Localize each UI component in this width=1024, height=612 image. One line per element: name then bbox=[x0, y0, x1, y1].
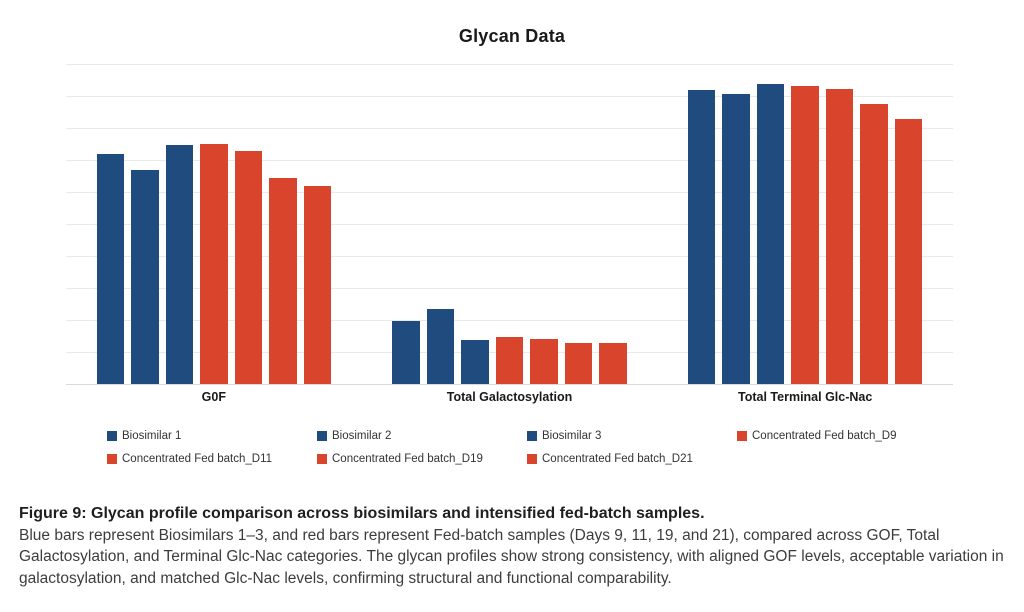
bar bbox=[269, 178, 297, 384]
bar-group bbox=[66, 64, 362, 384]
bar-group bbox=[657, 64, 953, 384]
bar bbox=[687, 90, 716, 384]
figure-caption: Figure 9: Glycan profile comparison acro… bbox=[19, 503, 1023, 589]
bar bbox=[860, 103, 888, 384]
legend-item: Concentrated Fed batch_D9 bbox=[737, 428, 967, 444]
bar bbox=[599, 343, 627, 384]
legend-swatch-icon bbox=[107, 454, 117, 464]
legend-label: Concentrated Fed batch_D9 bbox=[752, 430, 897, 442]
legend-item: Biosimilar 3 bbox=[527, 428, 737, 444]
bar bbox=[96, 154, 125, 384]
legend-swatch-icon bbox=[107, 431, 117, 441]
chart-legend: Biosimilar 1 Biosimilar 2 Biosimilar 3 Conc… bbox=[107, 428, 967, 467]
bar bbox=[303, 185, 332, 384]
legend-swatch-icon bbox=[317, 454, 327, 464]
plot-area bbox=[66, 64, 953, 385]
bar bbox=[722, 94, 750, 384]
legend-item: Concentrated Fed batch_D11 bbox=[107, 451, 317, 467]
bar bbox=[564, 343, 593, 384]
bar bbox=[791, 86, 819, 384]
bar bbox=[894, 118, 923, 384]
legend-swatch-icon bbox=[737, 431, 747, 441]
legend-label: Concentrated Fed batch_D19 bbox=[332, 453, 483, 465]
caption-body: Blue bars represent Biosimilars 1–3, and… bbox=[19, 526, 1004, 587]
bar bbox=[530, 338, 558, 384]
legend-label: Biosimilar 1 bbox=[122, 430, 182, 442]
bar bbox=[825, 88, 854, 384]
legend-label: Concentrated Fed batch_D11 bbox=[122, 453, 273, 465]
bar bbox=[426, 308, 455, 384]
bar bbox=[461, 339, 489, 384]
legend-item: Biosimilar 2 bbox=[317, 428, 527, 444]
legend-label: Biosimilar 3 bbox=[542, 430, 602, 442]
bar-group bbox=[362, 64, 658, 384]
bar bbox=[165, 145, 194, 384]
category-label: G0F bbox=[201, 390, 226, 404]
chart-title: Glycan Data bbox=[458, 26, 566, 46]
legend-item: Concentrated Fed batch_D21 bbox=[527, 451, 737, 467]
legend-label: Concentrated Fed batch_D21 bbox=[542, 453, 693, 465]
caption-heading: Figure 9: Glycan profile comparison acro… bbox=[19, 505, 705, 522]
category-axis: G0F Total Galactosylation Total Terminal G… bbox=[66, 390, 953, 404]
category-label: Total Galactosylation bbox=[446, 390, 573, 404]
bar bbox=[756, 84, 785, 384]
category-label: Total Terminal Glc-Nac bbox=[738, 390, 873, 404]
bar bbox=[234, 151, 263, 384]
bar bbox=[200, 144, 228, 384]
legend-label: Biosimilar 2 bbox=[332, 430, 392, 442]
bar bbox=[131, 169, 159, 384]
legend-item: Concentrated Fed batch_D19 bbox=[317, 451, 527, 467]
legend-swatch-icon bbox=[527, 431, 537, 441]
bar bbox=[392, 320, 420, 384]
bar bbox=[495, 337, 524, 384]
legend-item: Biosimilar 1 bbox=[107, 428, 317, 444]
legend-swatch-icon bbox=[527, 454, 537, 464]
legend-swatch-icon bbox=[317, 431, 327, 441]
